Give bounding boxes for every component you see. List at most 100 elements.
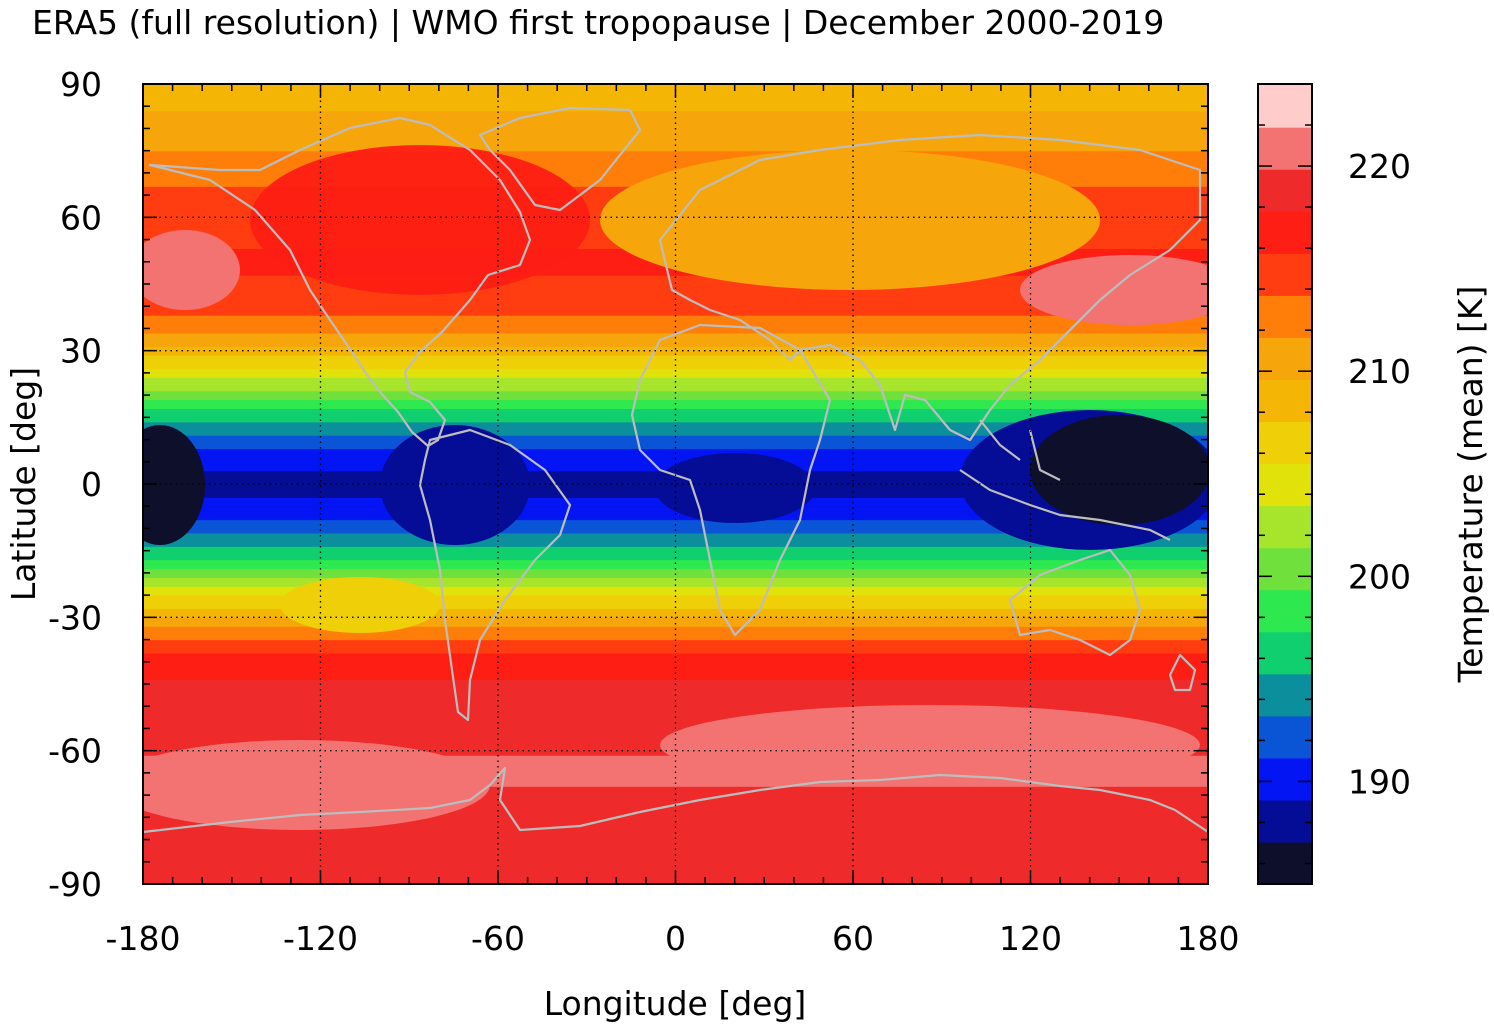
zonal-band-lat--24 bbox=[143, 586, 1208, 592]
zonal-band-lat--13 bbox=[143, 537, 1208, 543]
colorbar-segment bbox=[1258, 169, 1312, 212]
zonal-band-lat-39 bbox=[143, 306, 1208, 312]
zonal-band-lat-12 bbox=[143, 426, 1208, 432]
zonal-band-lat--82 bbox=[143, 844, 1208, 850]
x-tick-label: -120 bbox=[283, 919, 358, 958]
zonal-band-lat--41 bbox=[143, 661, 1208, 667]
zonal-band-lat-78 bbox=[143, 132, 1208, 138]
colorbar-segment bbox=[1258, 337, 1312, 380]
zonal-band-lat-84 bbox=[143, 106, 1208, 112]
zonal-band-lat-28 bbox=[143, 355, 1208, 361]
colorbar-segment bbox=[1258, 211, 1312, 254]
zonal-band-lat--14 bbox=[143, 541, 1208, 547]
zonal-band-lat--81 bbox=[143, 839, 1208, 845]
zonal-band-lat-5 bbox=[143, 457, 1208, 463]
y-tick-label: -90 bbox=[48, 865, 102, 904]
zonal-band-lat--71 bbox=[143, 795, 1208, 801]
colorbar-segment bbox=[1258, 715, 1312, 759]
zonal-band-lat-79 bbox=[143, 128, 1208, 134]
anomaly-cold-pool-africa bbox=[655, 453, 815, 523]
coast-south-america bbox=[418, 428, 572, 722]
colorbar-segment bbox=[1258, 295, 1312, 338]
anomaly-south-pacific-warm bbox=[280, 577, 440, 633]
colorbar-tick-label: 220 bbox=[1348, 147, 1411, 186]
zonal-band-lat--50 bbox=[143, 701, 1208, 707]
coast-greenland bbox=[478, 106, 642, 212]
zonal-band-lat-33 bbox=[143, 332, 1208, 338]
regional-anomalies bbox=[143, 145, 1208, 830]
chart-title: ERA5 (full resolution) | WMO first tropo… bbox=[32, 3, 1164, 42]
zonal-band-lat--51 bbox=[143, 706, 1208, 712]
zonal-band-lat-75 bbox=[143, 146, 1208, 152]
zonal-band-lat--15 bbox=[143, 546, 1208, 552]
zonal-band-lat-27 bbox=[143, 359, 1208, 365]
zonal-band-lat--29 bbox=[143, 608, 1208, 614]
anomaly-cold-pool-central-pacific bbox=[143, 425, 205, 545]
zonal-band-lat-36 bbox=[143, 319, 1208, 325]
zonal-band-lat--34 bbox=[143, 630, 1208, 636]
zonal-band-lat--31 bbox=[143, 617, 1208, 623]
zonal-band-lat-10 bbox=[143, 435, 1208, 441]
colorbar-segment bbox=[1258, 84, 1312, 128]
anomaly-eurasia-low bbox=[600, 150, 1100, 290]
zonal-band-lat-26 bbox=[143, 364, 1208, 370]
coast-eurasia bbox=[658, 133, 1202, 442]
colorbar-segment bbox=[1258, 421, 1312, 465]
zonal-band-lat-11 bbox=[143, 430, 1208, 436]
zonal-band-lat--72 bbox=[143, 799, 1208, 805]
y-tick-label: 30 bbox=[60, 332, 102, 371]
coast-australia bbox=[1008, 548, 1142, 657]
zonal-band-lat--40 bbox=[143, 657, 1208, 663]
zonal-band-lat-73 bbox=[143, 155, 1208, 161]
zonal-band-lat--36 bbox=[143, 639, 1208, 645]
zonal-band-lat--20 bbox=[143, 568, 1208, 574]
zonal-band-lat--46 bbox=[143, 684, 1208, 690]
y-tick-label: -30 bbox=[48, 598, 102, 637]
y-tick-label: 90 bbox=[60, 65, 102, 104]
zonal-band-lat--44 bbox=[143, 675, 1208, 681]
colorbar-segment bbox=[1258, 463, 1312, 507]
zonal-band-lat--77 bbox=[143, 821, 1208, 827]
zonal-band-lat-37 bbox=[143, 315, 1208, 321]
colorbar-segment bbox=[1258, 799, 1312, 843]
zonal-band-lat-17 bbox=[143, 404, 1208, 410]
colorbar-tick-label: 190 bbox=[1348, 762, 1411, 801]
colorbar-ticks: 190 200 210 220 bbox=[1258, 83, 1411, 865]
y-tick-label: -60 bbox=[48, 732, 102, 771]
zonal-band-lat--87 bbox=[143, 866, 1208, 872]
zonal-band-lat--10 bbox=[143, 524, 1208, 530]
zonal-band-lat--35 bbox=[143, 635, 1208, 641]
zonal-band-lat--49 bbox=[143, 697, 1208, 703]
zonal-band-lat--16 bbox=[143, 550, 1208, 556]
zonal-band-lat--21 bbox=[143, 572, 1208, 578]
colorbar-label: Temperature (mean) [K] bbox=[1451, 286, 1490, 684]
zonal-band-lat-74 bbox=[143, 150, 1208, 156]
zonal-band-lat-23 bbox=[143, 377, 1208, 383]
zonal-band-lat-47 bbox=[143, 270, 1208, 276]
zonal-band-lat--67 bbox=[143, 777, 1208, 783]
zonal-band-lat-34 bbox=[143, 328, 1208, 334]
x-tick-label: 180 bbox=[1177, 919, 1240, 958]
anomaly-cold-pool-west-pacific bbox=[1030, 415, 1208, 525]
x-tick-label: 120 bbox=[999, 919, 1062, 958]
x-tick-label: 60 bbox=[832, 919, 874, 958]
zonal-band-lat-18 bbox=[143, 399, 1208, 405]
zonal-band-lat-86 bbox=[143, 97, 1208, 103]
zonal-band-lat--30 bbox=[143, 612, 1208, 618]
zonal-band-lat-29 bbox=[143, 350, 1208, 356]
colorbar-frame bbox=[1257, 83, 1313, 885]
colorbar-segment bbox=[1258, 589, 1312, 633]
anomaly-east-asia-high bbox=[1020, 255, 1208, 325]
zonal-band-lat--70 bbox=[143, 790, 1208, 796]
colorbar-segment bbox=[1258, 547, 1312, 591]
zonal-band-lat-21 bbox=[143, 386, 1208, 392]
colorbar-tick-label: 200 bbox=[1348, 557, 1411, 596]
zonal-band-lat--73 bbox=[143, 804, 1208, 810]
zonal-band-lat-6 bbox=[143, 452, 1208, 458]
zonal-band-lat--83 bbox=[143, 848, 1208, 854]
zonal-band-lat--56 bbox=[143, 728, 1208, 734]
colorbar-segment bbox=[1258, 505, 1312, 549]
anomaly-north-pacific-high bbox=[143, 230, 240, 310]
anomaly-southern-ocean-indian bbox=[660, 705, 1200, 785]
